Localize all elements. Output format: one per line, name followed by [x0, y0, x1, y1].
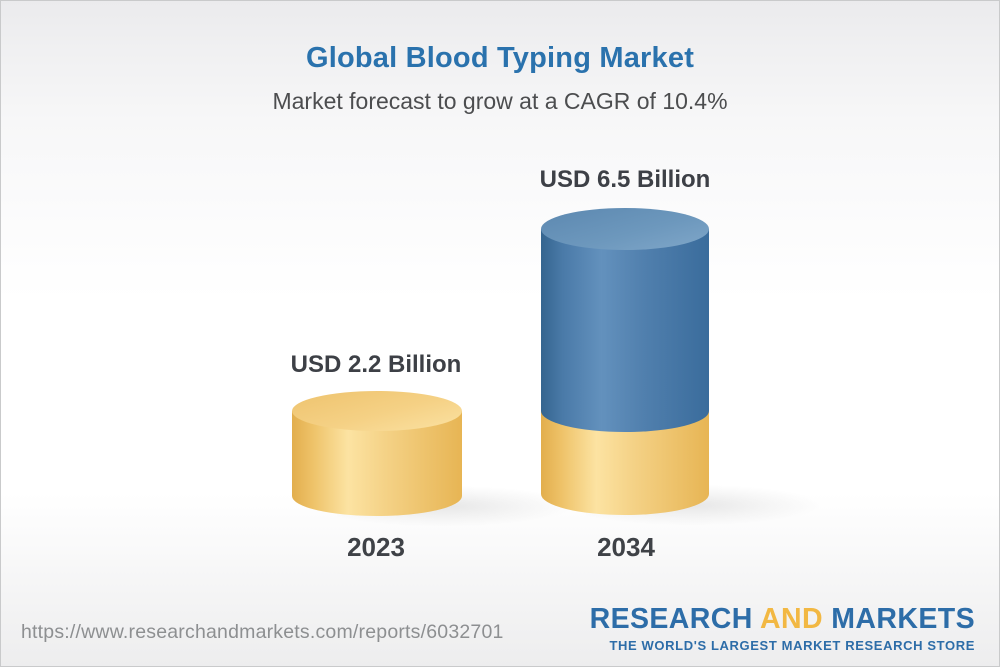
- company-logo: RESEARCH AND MARKETS THE WORLD'S LARGEST…: [590, 603, 975, 653]
- logo-word-markets: MARKETS: [831, 603, 975, 635]
- bar-value-label-2023: USD 2.2 Billion: [290, 351, 462, 378]
- logo-tagline: THE WORLD'S LARGEST MARKET RESEARCH STOR…: [609, 638, 975, 653]
- bar-2034-growth-segment: [541, 229, 709, 432]
- bar-2023-top-face: [292, 391, 462, 431]
- bar-value-label-2034: USD 6.5 Billion: [539, 166, 711, 193]
- bar-2034-top-face: [541, 208, 709, 250]
- source-url[interactable]: https://www.researchandmarkets.com/repor…: [21, 621, 504, 643]
- bar-2023-cylinder: [292, 391, 572, 526]
- chart-subtitle: Market forecast to grow at a CAGR of 10.…: [272, 88, 728, 114]
- x-tick-2034: 2034: [597, 532, 655, 562]
- x-tick-2023: 2023: [347, 532, 405, 562]
- logo-wordmark: RESEARCH AND MARKETS: [590, 603, 975, 636]
- logo-word-and: AND: [760, 603, 823, 635]
- bar-2034-cylinder: [541, 208, 819, 525]
- logo-word-research: RESEARCH: [589, 603, 753, 635]
- chart-title: Global Blood Typing Market: [305, 42, 695, 74]
